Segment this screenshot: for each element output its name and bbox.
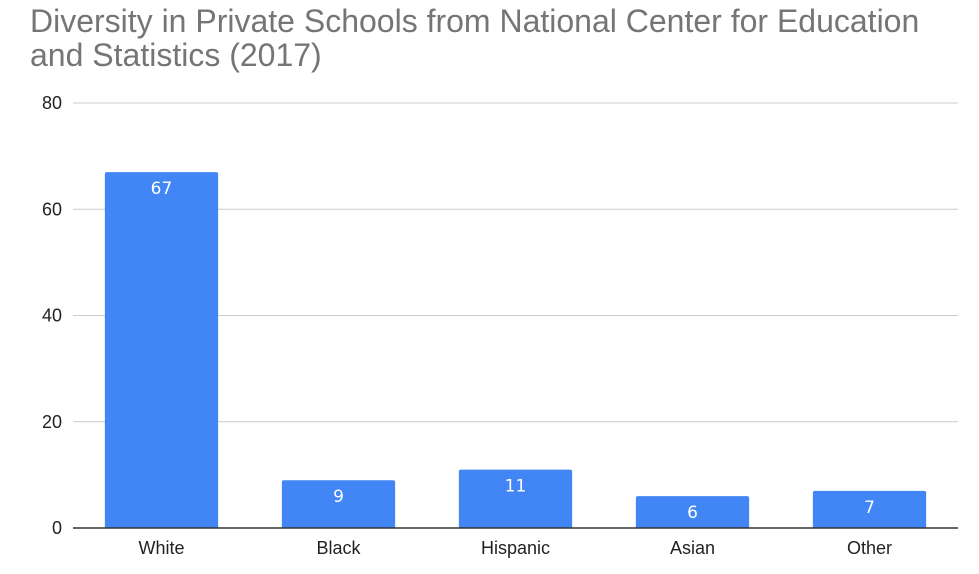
- x-axis-tick-labels: White Black Hispanic Asian Other: [138, 538, 892, 558]
- data-label: 9: [333, 487, 344, 507]
- y-tick-label: 20: [42, 412, 62, 432]
- x-tick-label: Asian: [670, 538, 715, 558]
- data-label: 7: [864, 498, 875, 518]
- y-tick-label: 60: [42, 199, 62, 219]
- bar-hispanic: [458, 469, 573, 528]
- bar-white: [104, 172, 219, 528]
- data-label: 6: [687, 503, 698, 523]
- x-tick-label: White: [138, 538, 184, 558]
- chart-title: Diversity in Private Schools from Nation…: [30, 3, 920, 73]
- x-tick-label: Hispanic: [481, 538, 550, 558]
- data-label: 11: [505, 477, 527, 497]
- bar-asian: [635, 496, 750, 528]
- x-tick-label: Black: [316, 538, 361, 558]
- y-tick-label: 80: [42, 93, 62, 113]
- data-label: 67: [151, 179, 173, 199]
- bar-black: [281, 480, 396, 528]
- bar-other: [812, 490, 927, 528]
- x-tick-label: Other: [847, 538, 892, 558]
- gridlines: [73, 102, 958, 423]
- y-tick-label: 40: [42, 306, 62, 326]
- y-tick-label: 0: [52, 518, 62, 538]
- y-axis-tick-labels: 0 20 40 60 80: [42, 93, 62, 538]
